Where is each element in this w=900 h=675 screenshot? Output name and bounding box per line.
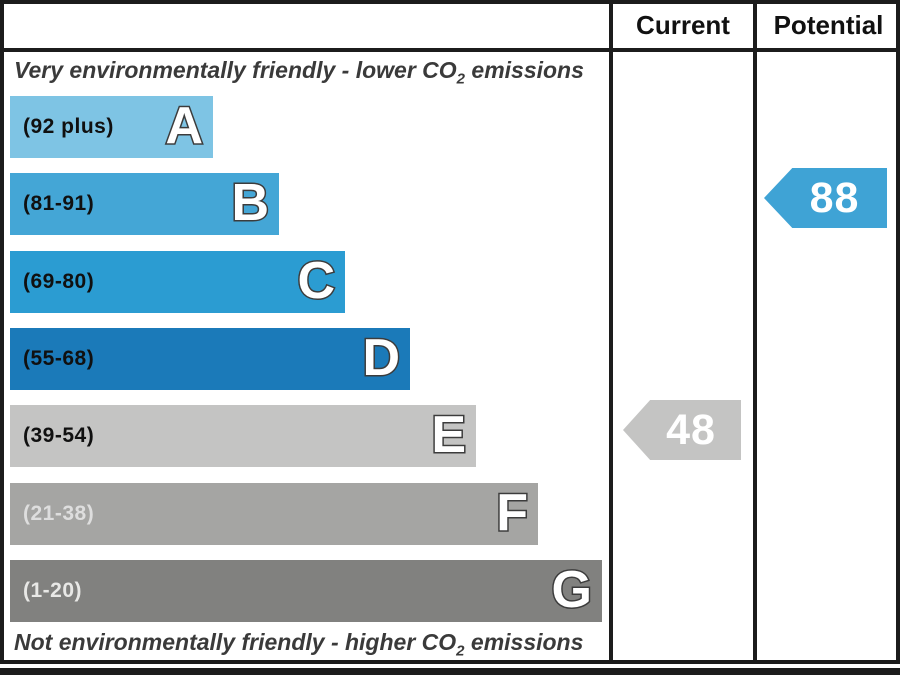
- band-row: (55-68) D: [10, 327, 410, 390]
- top-caption-suffix: emissions: [465, 57, 584, 83]
- band-range-label: (39-54): [23, 424, 95, 447]
- bottom-caption-suffix: emissions: [464, 629, 584, 655]
- potential-column-divider: [753, 0, 757, 664]
- band-letter: G: [550, 559, 593, 620]
- band-row: (1-20) G: [10, 559, 602, 622]
- current-rating-value: 48: [666, 405, 716, 454]
- band-row: (21-38) F: [10, 482, 538, 545]
- band-letter: E: [430, 404, 468, 465]
- band-range-label: (81-91): [23, 192, 95, 215]
- band-range-label: (69-80): [23, 270, 95, 293]
- band-row: (39-54) E: [10, 404, 476, 467]
- band-letter: C: [296, 250, 337, 311]
- band-letter: B: [230, 172, 271, 233]
- band-range-label: (55-68): [23, 347, 95, 370]
- bottom-caption-text: Not environmentally friendly - higher CO: [14, 629, 457, 655]
- potential-rating-value: 88: [809, 173, 860, 222]
- top-caption: Very environmentally friendly - lower CO…: [14, 57, 604, 88]
- current-rating-arrow: 48: [623, 400, 741, 460]
- band-letter: F: [495, 482, 530, 543]
- band-letter: D: [361, 327, 402, 388]
- band-range-label: (21-38): [23, 502, 95, 525]
- band-row: (92 plus) A: [10, 95, 213, 158]
- co2-subscript: 2: [456, 70, 466, 88]
- potential-column-header: Potential: [773, 10, 884, 40]
- band-row: (81-91) B: [10, 172, 279, 235]
- current-column-header: Current: [636, 10, 730, 40]
- current-column-divider: [609, 0, 613, 664]
- band-range-label: (92 plus): [23, 115, 114, 138]
- bottom-caption: Not environmentally friendly - higher CO…: [14, 629, 604, 660]
- bottom-border-strip: [0, 668, 900, 675]
- band-row: (69-80) C: [10, 250, 345, 313]
- band-letter: A: [164, 95, 205, 156]
- header-divider: [0, 48, 900, 52]
- co2-subscript: 2: [456, 642, 465, 660]
- potential-rating-arrow: 88: [764, 168, 887, 228]
- top-caption-text: Very environmentally friendly - lower CO: [14, 57, 457, 83]
- band-range-label: (1-20): [23, 579, 83, 602]
